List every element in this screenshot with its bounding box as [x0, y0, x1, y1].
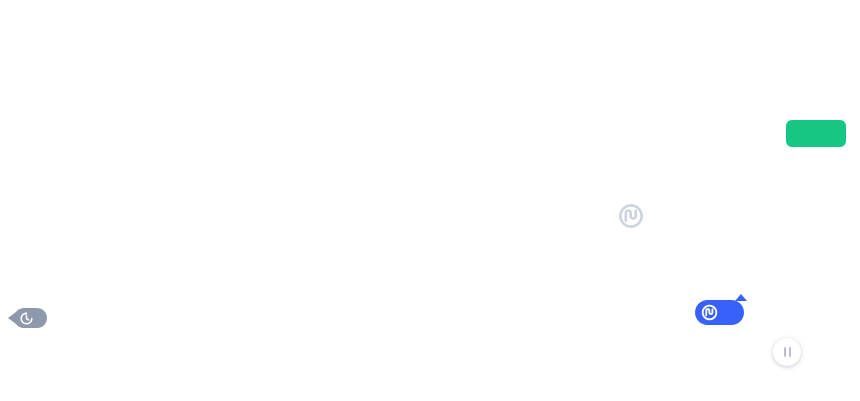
coinmarketcap-logo-icon [618, 203, 644, 229]
clock-history-icon [20, 311, 33, 325]
coinmarketcap-button-icon [701, 304, 718, 321]
watermark [618, 203, 652, 229]
open-price-label [9, 163, 17, 165]
pause-bars-icon [783, 347, 786, 357]
analyze-button[interactable] [695, 294, 747, 325]
history-count-badge[interactable] [14, 308, 47, 328]
pause-bars-icon [788, 347, 791, 357]
current-price-badge [786, 120, 846, 147]
minimap-scroll-handle[interactable] [773, 338, 801, 366]
